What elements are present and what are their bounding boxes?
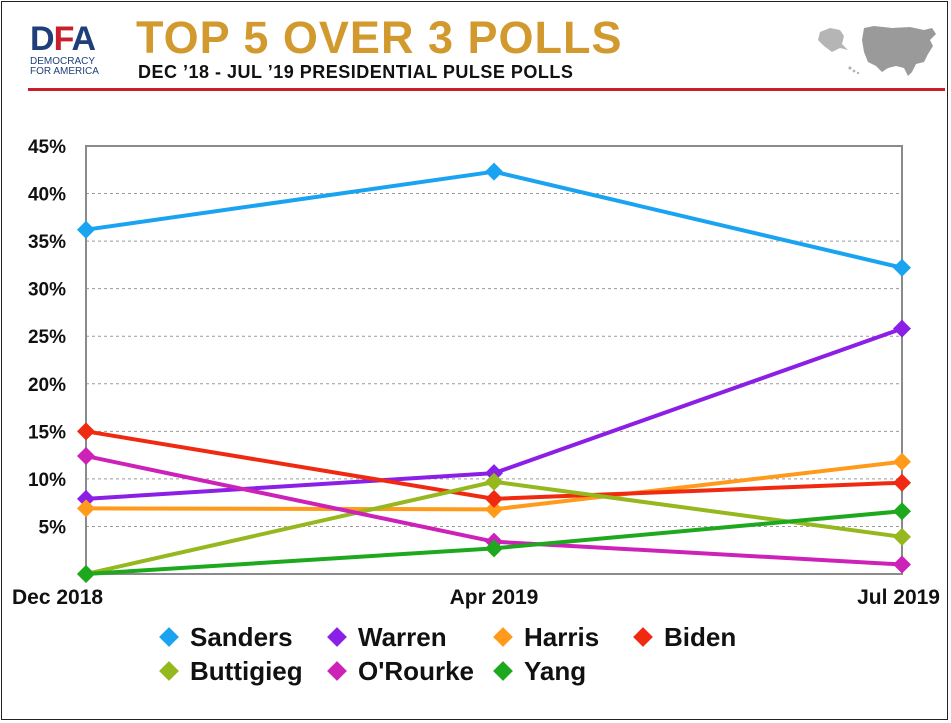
y-tick-label: 30% (28, 280, 66, 301)
data-point-marker (893, 555, 911, 574)
dfa-logo-subtext: DEMOCRACY FOR AMERICA (30, 56, 99, 77)
legend-item: Yang (493, 656, 587, 686)
data-point-marker (485, 500, 503, 519)
plot-area-border (85, 145, 903, 575)
data-point-marker (77, 489, 95, 508)
data-point-marker (77, 220, 95, 239)
legend-swatch (159, 627, 179, 648)
x-tick-label: Jul 2019 (857, 586, 940, 609)
legend-item: Biden (633, 622, 737, 652)
data-point-marker (893, 473, 911, 492)
y-tick-label: 20% (28, 375, 66, 396)
y-tick-label: 15% (28, 422, 66, 443)
data-point-marker (485, 539, 503, 558)
data-point-marker (77, 422, 95, 441)
chart-subtitle: DEC ’18 - JUL ’19 PRESIDENTIAL PULSE POL… (138, 62, 574, 82)
legend-swatch (327, 661, 347, 682)
y-tick-label: 40% (28, 185, 66, 206)
legend-label: Sanders (190, 622, 293, 652)
legend-item: Sanders (159, 622, 293, 652)
legend-item: O'Rourke (327, 656, 474, 686)
legend-item: Buttigieg (159, 656, 303, 686)
legend-label: Warren (358, 622, 447, 652)
dfa-logo: DFA DEMOCRACY FOR AMERICA (30, 20, 130, 78)
legend-swatch (493, 661, 513, 682)
legend-swatch (159, 661, 179, 682)
x-tick-label: Apr 2019 (450, 586, 539, 609)
y-tick-label: 5% (39, 517, 67, 538)
legend-label: Harris (524, 622, 600, 652)
x-tick-label: Dec 2018 (12, 586, 103, 609)
series-line (85, 169, 903, 270)
data-point-marker (893, 502, 911, 521)
y-tick-label: 25% (28, 327, 66, 348)
legend-label: Yang (524, 656, 587, 686)
dfa-logo-mark: DFA (30, 20, 96, 58)
legend-swatch (493, 627, 513, 648)
data-point-marker (77, 499, 95, 518)
data-point-marker (893, 527, 911, 546)
data-point-marker (893, 319, 911, 338)
legend-item: Harris (493, 622, 600, 652)
data-point-marker (893, 258, 911, 277)
data-point-marker (893, 452, 911, 471)
y-tick-label: 45% (28, 137, 66, 158)
y-tick-label: 10% (28, 470, 66, 491)
legend-swatch (633, 627, 653, 648)
legend-swatch (327, 627, 347, 648)
data-point-marker (485, 162, 503, 181)
us-map-icon (818, 26, 936, 76)
y-tick-label: 35% (28, 232, 66, 253)
data-point-marker (77, 447, 95, 466)
header-divider (28, 88, 945, 91)
chart-title: TOP 5 OVER 3 POLLS (136, 12, 623, 63)
legend-label: Buttigieg (190, 656, 303, 686)
data-point-marker (77, 565, 95, 583)
legend-label: Biden (664, 622, 737, 652)
legend-label: O'Rourke (358, 656, 474, 686)
legend-item: Warren (327, 622, 447, 652)
data-point-marker (485, 489, 503, 508)
data-point-marker (485, 472, 503, 491)
